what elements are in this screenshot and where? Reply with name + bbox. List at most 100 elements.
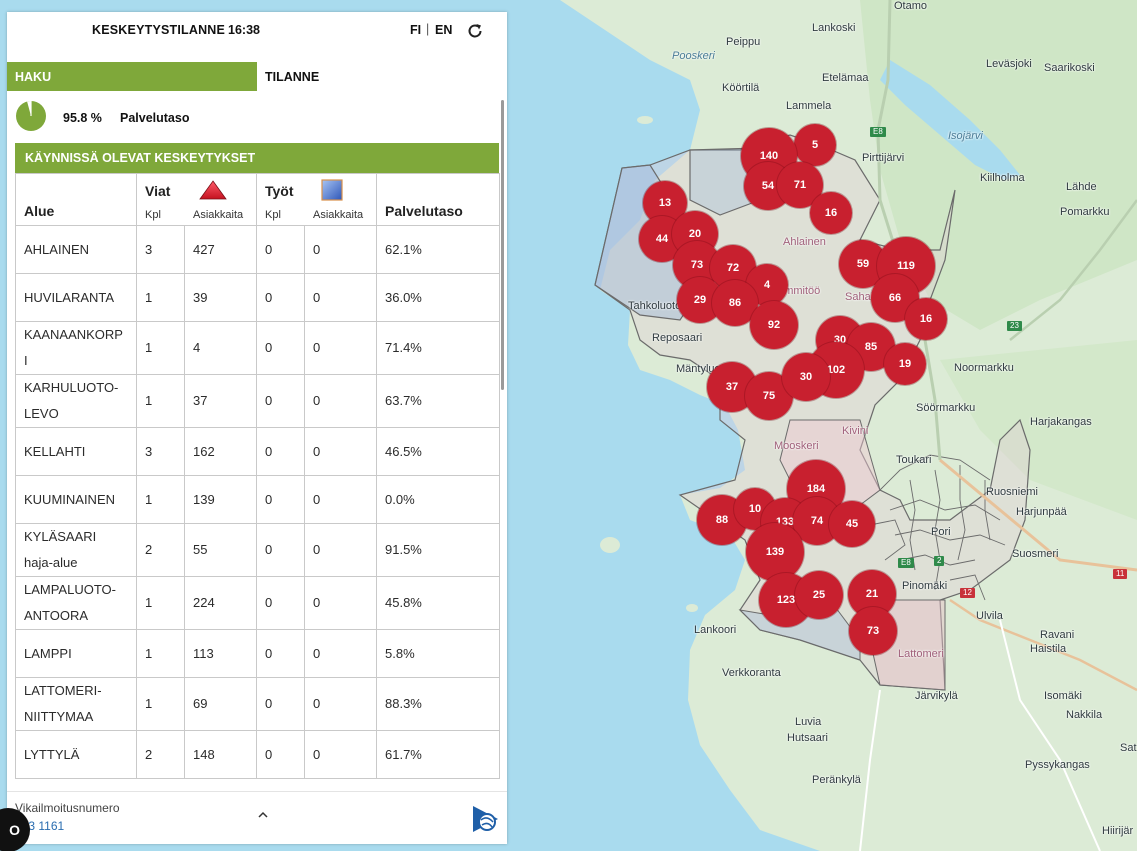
- service-level-pie-icon: [16, 101, 46, 131]
- outage-table: Alue Viat Kpl Asiakkaita: [15, 173, 500, 779]
- map-place-label: Järvikylä: [915, 690, 958, 702]
- tab-haku[interactable]: HAKU: [7, 62, 257, 91]
- cell-works-cust: 0: [304, 677, 377, 731]
- map-place-label: Lähde: [1066, 181, 1097, 193]
- cell-works: 0: [256, 730, 305, 779]
- table-row[interactable]: LYTTYLÄ 2 148 0 0 61.7%: [15, 730, 500, 779]
- map-place-label: Söörmarkku: [916, 402, 976, 414]
- col-service-header: Palvelutaso: [376, 173, 500, 226]
- table-row[interactable]: LAMPALUOTO-ANTOORA 1 224 0 0 45.8%: [15, 576, 500, 630]
- road-shield: 23: [1007, 321, 1022, 331]
- cell-service: 91.5%: [376, 523, 500, 577]
- map-place-label: Otamo: [894, 0, 928, 12]
- map-place-label: Reposaari: [652, 332, 703, 344]
- table-row[interactable]: KYLÄSAARI haja-alue 2 55 0 0 91.5%: [15, 523, 500, 577]
- cell-faults-cust: 69: [184, 677, 257, 731]
- map-place-label: Sahal: [845, 291, 874, 303]
- road-shield: 11: [1113, 569, 1128, 579]
- road-shield: E8: [870, 127, 886, 137]
- cell-faults-cust: 162: [184, 427, 257, 476]
- cell-works: 0: [256, 321, 305, 375]
- table-row[interactable]: LAMPPI 1 113 0 0 5.8%: [15, 629, 500, 678]
- cell-works-cust: 0: [304, 629, 377, 678]
- cell-area: HUVILARANTA: [15, 273, 137, 322]
- map-place-label: Isomäki: [1044, 690, 1082, 702]
- outage-cluster-marker[interactable]: 30: [782, 353, 830, 401]
- outage-cluster-marker[interactable]: 16: [905, 298, 947, 340]
- cell-faults: 3: [136, 225, 185, 274]
- outage-cluster-marker[interactable]: 139: [746, 523, 804, 581]
- lang-en-button[interactable]: EN: [435, 23, 453, 37]
- outage-list-scroll[interactable]: KÄYNNISSÄ OLEVAT KESKEYTYKSET Alue Viat: [7, 143, 507, 791]
- map-place-label: Noormarkku: [954, 362, 1014, 374]
- map-place-label: Mooskeri: [774, 440, 819, 452]
- cell-works-cust: 0: [304, 273, 377, 322]
- cell-service: 5.8%: [376, 629, 500, 678]
- table-row[interactable]: KARHULUOTO-LEVO 1 37 0 0 63.7%: [15, 374, 500, 428]
- work-square-icon: [321, 179, 343, 201]
- map-place-label: Lattomeri: [898, 648, 944, 660]
- cell-works: 0: [256, 677, 305, 731]
- table-row[interactable]: KAANAANKORP I 1 4 0 0 71.4%: [15, 321, 500, 375]
- cell-faults: 2: [136, 730, 185, 779]
- table-row[interactable]: LATTOMERI-NIITTYMAA 1 69 0 0 88.3%: [15, 677, 500, 731]
- map-place-label: Pinomäki: [902, 580, 948, 592]
- tab-tilanne[interactable]: TILANNE: [265, 70, 320, 84]
- outage-cluster-marker[interactable]: 73: [849, 607, 897, 655]
- table-row[interactable]: AHLAINEN 3 427 0 0 62.1%: [15, 225, 500, 274]
- col-area-header: Alue: [15, 173, 137, 226]
- cell-area: LAMPALUOTO-ANTOORA: [15, 576, 137, 630]
- table-row[interactable]: HUVILARANTA 1 39 0 0 36.0%: [15, 273, 500, 322]
- outage-cluster-marker[interactable]: 25: [795, 571, 843, 619]
- faults-count-subheader: Kpl: [145, 209, 161, 221]
- cell-area: KARHULUOTO-LEVO: [15, 374, 137, 428]
- cell-faults: 1: [136, 677, 185, 731]
- road-shield: 2: [934, 556, 945, 566]
- refresh-icon[interactable]: [466, 22, 484, 40]
- cell-service: 62.1%: [376, 225, 500, 274]
- outage-cluster-marker[interactable]: 16: [810, 192, 852, 234]
- cell-works-cust: 0: [304, 427, 377, 476]
- map-place-label: Pori: [931, 526, 951, 538]
- cell-area: LATTOMERI-NIITTYMAA: [15, 677, 137, 731]
- outage-cluster-marker[interactable]: 45: [829, 501, 875, 547]
- outage-cluster-marker[interactable]: 19: [884, 343, 926, 385]
- lang-fi-button[interactable]: FI: [410, 23, 422, 37]
- chevron-up-icon[interactable]: [256, 810, 270, 820]
- cell-faults-cust: 4: [184, 321, 257, 375]
- map-place-label: Hiirijär: [1102, 825, 1134, 837]
- map-place-label: Ruosniemi: [986, 486, 1038, 498]
- cell-works-cust: 0: [304, 576, 377, 630]
- service-level-label: Palvelutaso: [120, 111, 190, 125]
- map-place-label: Tahkoluoto: [628, 300, 682, 312]
- cell-service: 0.0%: [376, 475, 500, 524]
- corner-badge[interactable]: O: [0, 808, 30, 851]
- cell-service: 71.4%: [376, 321, 500, 375]
- table-row[interactable]: KUUMINAINEN 1 139 0 0 0.0%: [15, 475, 500, 524]
- table-row[interactable]: KELLAHTI 3 162 0 0 46.5%: [15, 427, 500, 476]
- map-place-label: Kivini: [842, 425, 869, 437]
- cell-works-cust: 0: [304, 523, 377, 577]
- map-place-label: Toukari: [896, 454, 932, 466]
- outage-cluster-marker[interactable]: 4: [746, 264, 788, 306]
- cell-area: KAANAANKORP I: [15, 321, 137, 375]
- outage-cluster-marker[interactable]: 92: [750, 301, 798, 349]
- cell-faults-cust: 139: [184, 475, 257, 524]
- cell-faults: 1: [136, 374, 185, 428]
- cell-faults-cust: 224: [184, 576, 257, 630]
- cell-works: 0: [256, 374, 305, 428]
- cell-faults-cust: 148: [184, 730, 257, 779]
- cell-works-cust: 0: [304, 475, 377, 524]
- outage-cluster-marker[interactable]: 5: [794, 124, 836, 166]
- current-time: 16:38: [228, 23, 260, 37]
- cell-service: 61.7%: [376, 730, 500, 779]
- panel-scrollbar[interactable]: [501, 100, 504, 390]
- map-place-label: Hutsaari: [787, 732, 828, 744]
- cell-service: 46.5%: [376, 427, 500, 476]
- cell-faults: 1: [136, 273, 185, 322]
- cell-faults-cust: 55: [184, 523, 257, 577]
- cell-works: 0: [256, 427, 305, 476]
- cell-service: 63.7%: [376, 374, 500, 428]
- cell-works: 0: [256, 273, 305, 322]
